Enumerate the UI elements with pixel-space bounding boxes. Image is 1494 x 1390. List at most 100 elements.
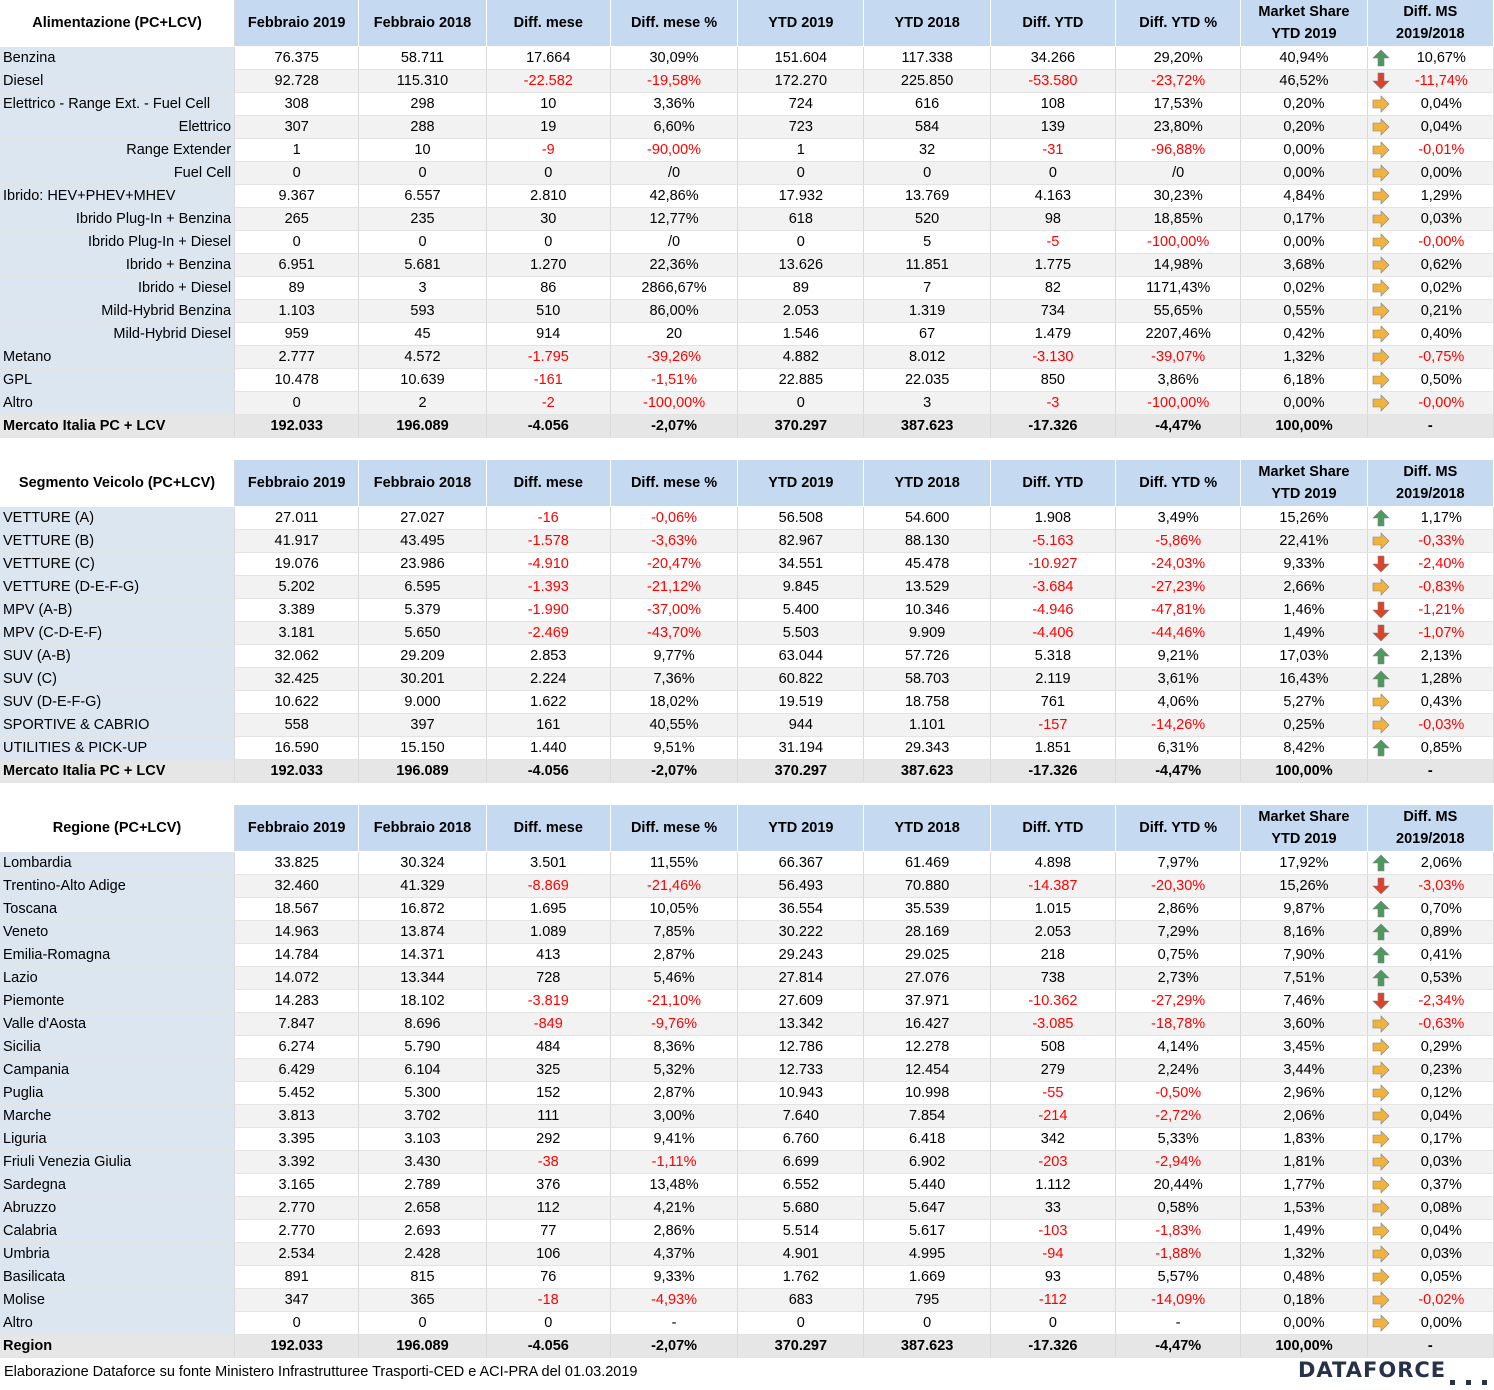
trend-flat-arrow-icon	[1372, 324, 1390, 343]
cell-diff-mese: -849	[486, 1012, 611, 1036]
table-row: Piemonte 14.283 18.102 -3.819 -21,10% 27.609 3…	[0, 989, 1494, 1013]
table-segmento-veicolo: Segmento Veicolo (PC+LCV) Febbraio 2019 Fe…	[0, 460, 1494, 783]
cell-diff-mese: 106	[486, 1242, 611, 1266]
cell-diff-mese-pct: 30,09%	[610, 46, 739, 70]
cell-market-share: 2,66%	[1240, 575, 1368, 599]
total-cell: 370.297	[737, 1333, 865, 1358]
cell-diff-mese-pct: 3,00%	[610, 1104, 739, 1128]
cell-feb2019: 32.460	[234, 874, 360, 898]
table-row: Calabria 2.770 2.693 77 2,86% 5.514 5.617 -103-…	[0, 1219, 1494, 1243]
cell-diff-ytd: -31	[990, 138, 1117, 162]
diff-ms-value: 0,04%	[1420, 1107, 1462, 1124]
cell-diff-mese-pct: -90,00%	[610, 138, 739, 162]
cell-feb2019: 18.567	[234, 897, 360, 921]
cell-ytd2018: 61.469	[863, 851, 991, 875]
table-row: GPL 10.478 10.639 -161 -1,51% 22.885 22.035 850…	[0, 368, 1494, 392]
row-label: Ibrido Plug-In + Benzina	[0, 207, 236, 231]
cell-ytd2018: 10.346	[863, 598, 991, 622]
cell-diff-mese-pct: -21,12%	[610, 575, 739, 599]
cell-diff-mese: -9	[486, 138, 611, 162]
table-row: Ibrido + Diesel 89 3 86 2866,67% 89 7 82 1171,43…	[0, 276, 1494, 300]
cell-feb2019: 891	[234, 1265, 360, 1289]
cell-diff-mese-pct: 10,05%	[610, 897, 739, 921]
cell-diff-ytd-pct: -5,86%	[1115, 529, 1242, 553]
diff-ms-value: 0,43%	[1420, 693, 1462, 710]
table-row: Ibrido Plug-In + Diesel 0 0 0/0 0 5 -5 -100,00%…	[0, 230, 1494, 254]
cell-feb2018: 8.696	[358, 1012, 487, 1036]
cell-diff-ytd: 4.163	[990, 184, 1117, 208]
cell-diff-mese: 0	[486, 161, 611, 185]
table-row: VETTURE (B) 41.917 43.495 -1.578 -3,63% 82.96…	[0, 529, 1494, 553]
cell-ytd2018: 117.338	[863, 46, 991, 70]
cell-feb2018: 6.595	[358, 575, 487, 599]
diff-ms-value: -11,74%	[1414, 72, 1468, 89]
diff-ms-value: 1,28%	[1420, 670, 1462, 687]
cell-diff-mese-pct: 9,51%	[610, 736, 739, 760]
row-label: SUV (C)	[0, 667, 236, 691]
cell-diff-ytd: -103	[990, 1219, 1117, 1243]
row-label: Lazio	[0, 966, 236, 990]
diff-ms-cell: -1,07%	[1367, 621, 1494, 645]
row-label: Mild-Hybrid Benzina	[0, 299, 236, 323]
table-row: Altro 0 2 -2 -100,00% 0 3 -3 -100,00% 0,00% -0,00%	[0, 391, 1494, 415]
cell-market-share: 1,49%	[1240, 621, 1368, 645]
cell-diff-mese: 914	[486, 322, 611, 346]
cell-diff-mese-pct: 4,37%	[610, 1242, 739, 1266]
total-cell: 370.297	[737, 758, 865, 783]
diff-ms-value: 0,62%	[1420, 256, 1462, 273]
cell-ytd2019: 6.699	[737, 1150, 865, 1174]
cell-market-share: 15,26%	[1240, 506, 1368, 530]
total-cell: 196.089	[358, 413, 487, 438]
cell-market-share: 0,17%	[1240, 207, 1368, 231]
table-row: UTILITIES & PICK-UP 16.590 15.150 1.440 9,51…	[0, 736, 1494, 760]
column-header-ytd2018: YTD 2018	[863, 460, 991, 507]
cell-ytd2019: 5.680	[737, 1196, 865, 1220]
trend-down-arrow-icon	[1371, 601, 1390, 618]
cell-diff-ytd-pct: -18,78%	[1115, 1012, 1242, 1036]
cell-ytd2018: 58.703	[863, 667, 991, 691]
cell-diff-ytd: 1.015	[990, 897, 1117, 921]
cell-diff-ytd: 98	[990, 207, 1117, 231]
cell-diff-ytd: -4.406	[990, 621, 1117, 645]
total-cell: 100,00%	[1240, 1333, 1368, 1358]
cell-diff-ytd-pct: 3,49%	[1115, 506, 1242, 530]
diff-ms-value: 0,00%	[1420, 164, 1462, 181]
cell-ytd2019: 4.901	[737, 1242, 865, 1266]
column-header-diff-ms: Diff. MS 2019/2018	[1367, 460, 1494, 507]
cell-diff-ytd-pct: -2,72%	[1115, 1104, 1242, 1128]
row-label: VETTURE (A)	[0, 506, 236, 530]
row-label: MPV (C-D-E-F)	[0, 621, 236, 645]
cell-feb2018: 6.557	[358, 184, 487, 208]
cell-market-share: 9,33%	[1240, 552, 1368, 576]
cell-feb2019: 0	[234, 161, 360, 185]
diff-ms-cell: 0,89%	[1367, 920, 1494, 944]
diff-ms-value: -1,07%	[1418, 624, 1465, 641]
cell-market-share: 0,00%	[1240, 1311, 1368, 1335]
column-header-diff-mese: Diff. mese	[486, 805, 611, 852]
cell-market-share: 7,46%	[1240, 989, 1368, 1013]
column-header-market-share: Market Share YTD 2019	[1240, 0, 1368, 47]
cell-ytd2019: 0	[737, 230, 865, 254]
diff-ms-cell: 1,17%	[1367, 506, 1494, 530]
cell-diff-mese: 1.622	[486, 690, 611, 714]
cell-ytd2019: 5.503	[737, 621, 865, 645]
diff-ms-value: -0,75%	[1418, 348, 1465, 365]
cell-feb2018: 2	[358, 391, 487, 415]
cell-diff-mese: 3.501	[486, 851, 611, 875]
cell-feb2018: 5.650	[358, 621, 487, 645]
cell-market-share: 5,27%	[1240, 690, 1368, 714]
column-header-diff-mese-pct: Diff. mese %	[610, 0, 739, 47]
total-cell: -4.056	[486, 758, 611, 783]
diff-ms-value: -3,03%	[1418, 877, 1465, 894]
cell-feb2019: 2.770	[234, 1219, 360, 1243]
row-label: Molise	[0, 1288, 236, 1312]
cell-ytd2019: 22.885	[737, 368, 865, 392]
trend-down-arrow-icon	[1371, 624, 1390, 641]
cell-market-share: 9,87%	[1240, 897, 1368, 921]
cell-diff-ytd: 139	[990, 115, 1117, 139]
cell-diff-ytd: 1.775	[990, 253, 1117, 277]
diff-ms-value: 0,04%	[1420, 1222, 1462, 1239]
table-row: SUV (D-E-F-G) 10.622 9.000 1.622 18,02% 19.51…	[0, 690, 1494, 714]
cell-diff-ytd-pct: 7,97%	[1115, 851, 1242, 875]
column-header-diff-ytd-pct: Diff. YTD %	[1115, 0, 1242, 47]
